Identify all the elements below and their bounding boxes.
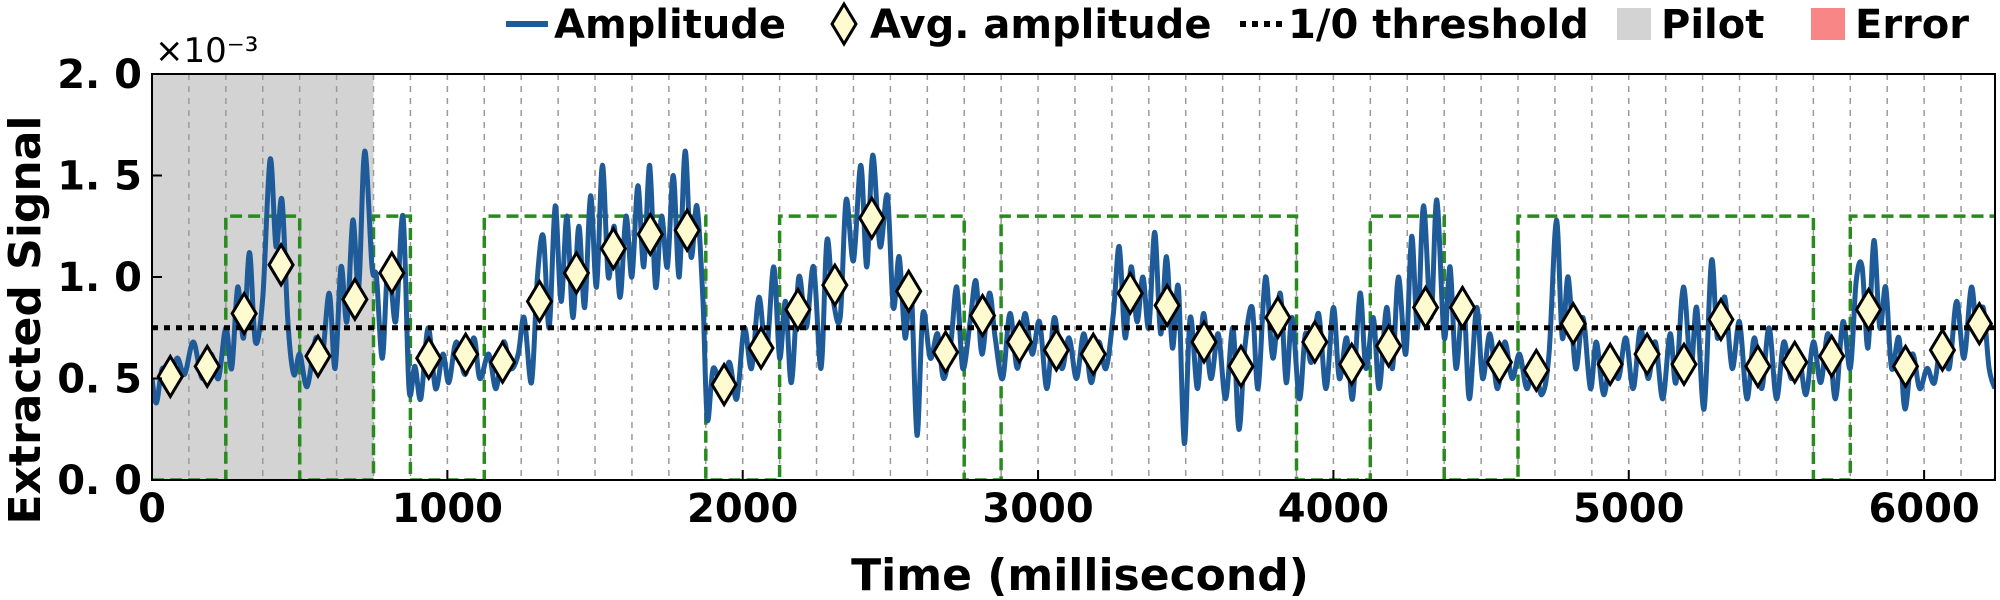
- x-ticks: 0 1000 2000 3000 4000 5000 6000: [138, 470, 1980, 532]
- plot-frame: [151, 73, 1996, 481]
- avg-amplitude-point: [1965, 300, 1994, 347]
- avg-amplitude-point: [1781, 339, 1809, 386]
- bit-gridlines: [188, 74, 1962, 480]
- legend-label: Error: [1855, 2, 1969, 48]
- avg-amplitude-point: [968, 292, 997, 339]
- x-tick-label: 5000: [1573, 486, 1684, 532]
- avg-amplitude-point: [1707, 296, 1735, 343]
- avg-amplitude-point: [1485, 339, 1514, 386]
- avg-amplitude-point: [1337, 341, 1366, 388]
- axes-frame: [151, 73, 1996, 481]
- y-tick-label: 0. 5: [57, 357, 142, 403]
- avg-amplitude-point: [1854, 286, 1883, 333]
- avg-amplitude-point: [304, 333, 332, 380]
- avg-amplitude-point: [1411, 284, 1440, 331]
- avg-amplitude-point: [858, 195, 886, 242]
- legend-label: 1/0 threshold: [1288, 2, 1589, 48]
- avg-amplitude-point: [1227, 343, 1255, 390]
- avg-amplitude-point: [341, 276, 369, 323]
- avg-amplitude-point: [1559, 300, 1587, 347]
- avg-amplitude-point: [673, 207, 701, 254]
- y-tick-label: 0. 0: [57, 458, 142, 504]
- amplitude-series-line: [152, 148, 1995, 447]
- x-tick-label: 3000: [982, 486, 1093, 532]
- avg-amplitude-point: [710, 361, 738, 408]
- avg-amplitude-point: [931, 329, 960, 376]
- x-tick-label: 0: [138, 486, 166, 532]
- y-ticks: 0. 0 0. 5 1. 0 1. 5 2. 0: [57, 52, 162, 504]
- legend-pilot-swatch: [1617, 8, 1651, 40]
- avg-amplitude-point: [894, 268, 923, 315]
- avg-amplitude-point: [1042, 327, 1071, 373]
- avg-amplitude-point: [1522, 347, 1551, 394]
- y-tick-label: 1. 0: [57, 255, 142, 301]
- avg-amplitude-point: [525, 278, 554, 325]
- legend-label: Avg. amplitude: [870, 2, 1211, 48]
- amplitude-line-layer: [152, 148, 1995, 447]
- avg-amplitude-point: [1116, 270, 1144, 317]
- avg-amplitude-point: [599, 225, 628, 272]
- avg-amplitude-point: [156, 353, 185, 400]
- avg-amplitude-point: [1190, 319, 1218, 365]
- legend-error-swatch: [1811, 8, 1845, 40]
- avg-amplitude-point: [1374, 323, 1403, 369]
- x-axis-title: Time (millisecond): [851, 550, 1309, 600]
- avg-amplitude-point: [1005, 319, 1034, 365]
- avg-amplitude-markers: [156, 195, 1994, 408]
- avg-amplitude-point: [230, 290, 258, 337]
- avg-amplitude-point: [488, 339, 517, 386]
- y-axis-title: Extracted Signal: [0, 116, 51, 525]
- y-axis-multiplier: ×10⁻³: [155, 31, 258, 71]
- avg-amplitude-point: [1448, 284, 1477, 331]
- avg-amplitude-point: [267, 241, 295, 288]
- x-tick-label: 6000: [1868, 486, 1979, 532]
- avg-amplitude-point: [378, 250, 406, 296]
- avg-amplitude-point: [451, 331, 480, 378]
- avg-amplitude-point: [1670, 341, 1698, 388]
- legend-diamond-swatch: [830, 1, 858, 47]
- avg-amplitude-point: [1817, 333, 1846, 380]
- avg-amplitude-point: [821, 262, 849, 309]
- avg-amplitude-point: [562, 250, 591, 296]
- avg-amplitude-point: [1264, 294, 1292, 341]
- avg-amplitude-point: [1301, 319, 1329, 365]
- avg-amplitude-point: [1153, 282, 1181, 329]
- x-tick-label: 2000: [687, 486, 798, 532]
- avg-amplitude-point: [747, 325, 775, 371]
- x-tick-label: 1000: [392, 486, 503, 532]
- avg-amplitude-point: [414, 335, 443, 382]
- avg-amplitude-point: [1079, 331, 1108, 378]
- x-tick-label: 4000: [1278, 486, 1389, 532]
- legend-label: Amplitude: [554, 2, 786, 48]
- avg-amplitude-point: [1633, 331, 1661, 378]
- avg-amplitude-point: [193, 343, 221, 390]
- legend: Amplitude Avg. amplitude 1/0 threshold Pilo…: [506, 1, 1969, 48]
- avg-amplitude-point: [1891, 343, 1920, 390]
- avg-amplitude-point: [1596, 341, 1624, 388]
- avg-amplitude-point: [636, 211, 665, 258]
- y-tick-label: 2. 0: [57, 52, 142, 98]
- avg-amplitude-point: [1928, 327, 1957, 373]
- y-tick-label: 1. 5: [57, 154, 142, 200]
- avg-amplitude-point: [784, 286, 812, 333]
- legend-label: Pilot: [1661, 2, 1764, 48]
- avg-amplitude-point: [1744, 343, 1772, 390]
